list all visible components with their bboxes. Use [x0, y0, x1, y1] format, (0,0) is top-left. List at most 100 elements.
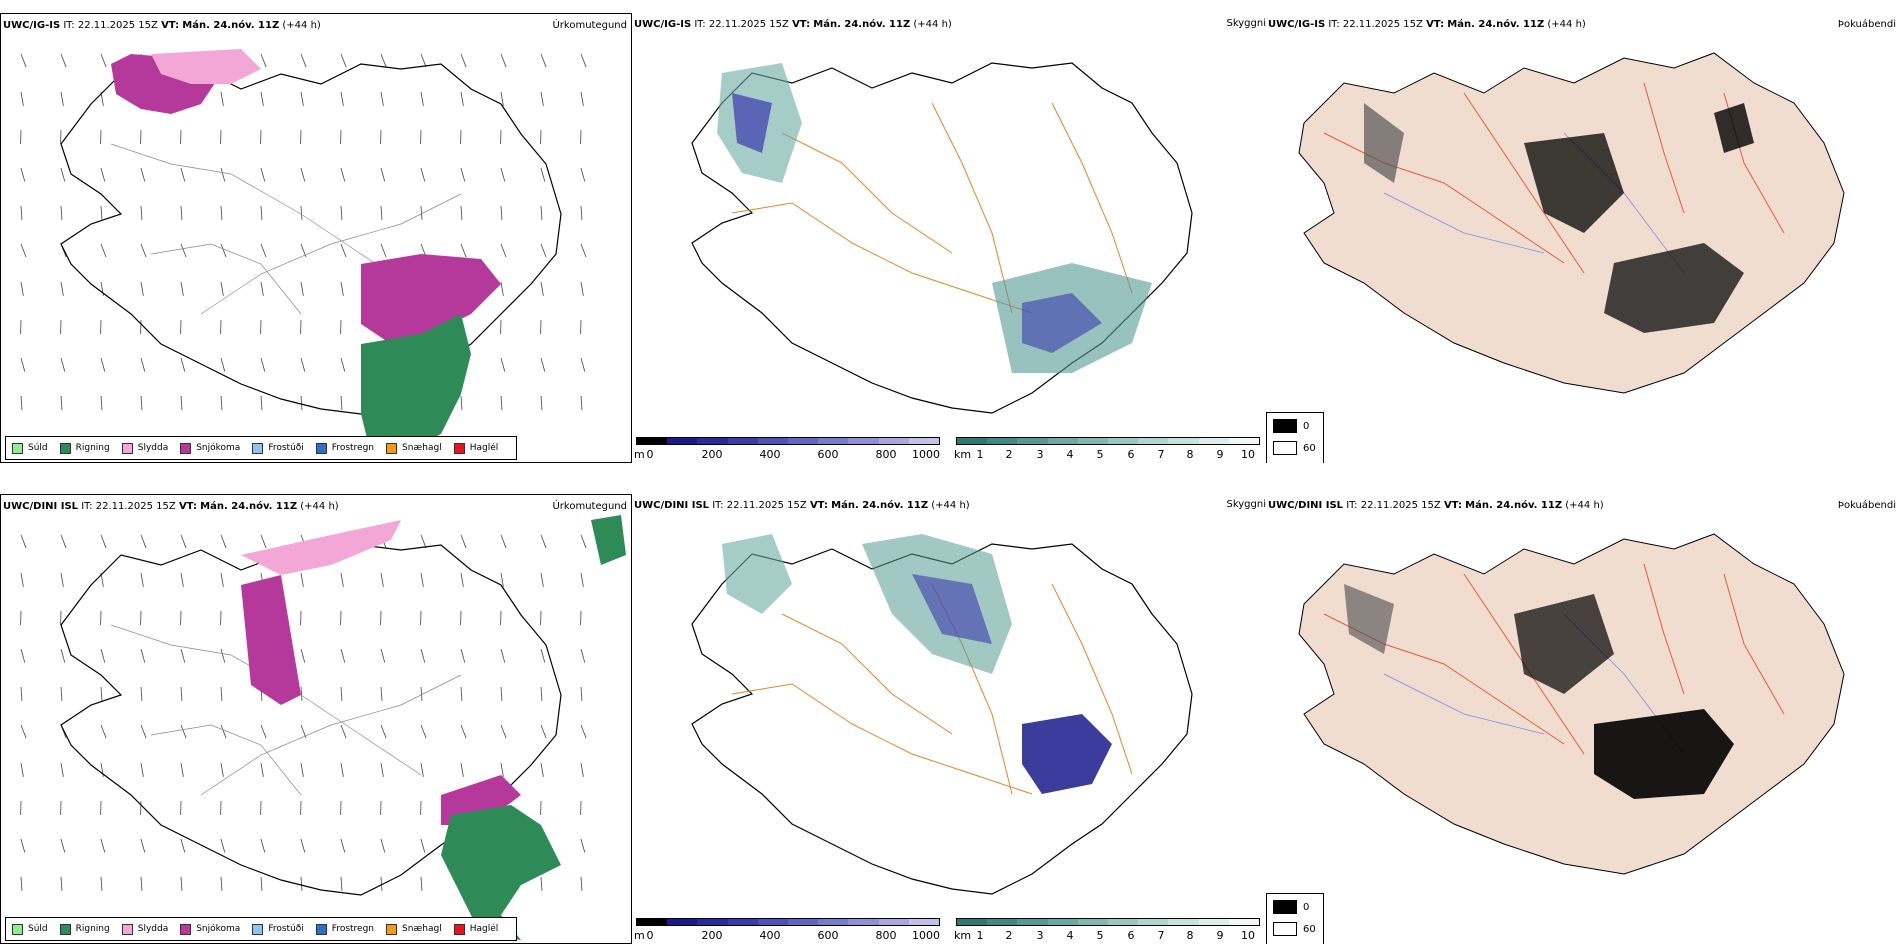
- vt-value: Mán. 24.nóv. 11Z: [1447, 19, 1545, 30]
- vt-label: VT:: [1426, 19, 1445, 30]
- colorbar-tick: 600: [817, 448, 839, 461]
- it-value: 22.11.2025 15Z: [726, 500, 807, 511]
- legend-item: Frostregn: [315, 923, 375, 935]
- colorbar-tick: 2: [1005, 929, 1013, 942]
- model-name: UWC/DINI ISL: [634, 500, 710, 511]
- legend-label: Rigning: [75, 443, 110, 453]
- lead-time: (+44 h): [1547, 19, 1586, 30]
- legend-item: Slydda: [121, 442, 168, 454]
- legend-swatch: [453, 923, 465, 935]
- legend-item: 60: [1273, 922, 1316, 936]
- legend-label: Frostúði: [268, 443, 304, 453]
- legend-item: Rigning: [59, 442, 110, 454]
- vt-label: VT:: [809, 500, 828, 511]
- legend-swatch: [386, 442, 398, 454]
- it-value: 22.11.2025 15Z: [1342, 19, 1423, 30]
- legend-item: Rigning: [59, 923, 110, 935]
- vt-value: Mán. 24.nóv. 11Z: [813, 19, 911, 30]
- colorbar-tick: 400: [759, 929, 781, 942]
- legend-swatch: [252, 442, 264, 454]
- it-value: 22.11.2025 15Z: [77, 20, 158, 31]
- fog-index-panel-top: UWC/IG-IS IT: 22.11.2025 15Z VT: Mán. 24…: [1264, 13, 1900, 463]
- legend-item: Haglél: [453, 923, 498, 935]
- colorbar-tick: 9: [1216, 448, 1224, 461]
- colorbar-tick: 400: [759, 448, 781, 461]
- it-value: 22.11.2025 15Z: [95, 501, 176, 512]
- model-name: UWC/DINI ISL: [3, 501, 79, 512]
- cloud-base-bar: [636, 918, 940, 926]
- legend-label: Snjókoma: [196, 443, 241, 453]
- colorbar-tick: 3: [1036, 448, 1044, 461]
- precip-type-panel-top: UWC/IG-IS IT: 22.11.2025 15Z VT: Mán. 24…: [0, 13, 632, 463]
- lead-time: (+44 h): [282, 20, 321, 31]
- precip-map: [20, 49, 587, 454]
- vt-label: VT:: [792, 19, 811, 30]
- legend-label: 0: [1303, 901, 1310, 913]
- panel-header: UWC/DINI ISL IT: 22.11.2025 15Z VT: Mán.…: [634, 500, 1268, 516]
- colorbar-tick: 200: [701, 929, 723, 942]
- lead-time: (+44 h): [1565, 500, 1604, 511]
- legend-item: Slydda: [121, 923, 168, 935]
- legend-swatch: [121, 923, 133, 935]
- vt-label: VT:: [178, 501, 197, 512]
- legend-swatch: [1273, 922, 1297, 936]
- vt-value: Mán. 24.nóv. 11Z: [831, 500, 929, 511]
- panel-title: Skyggni: [1226, 18, 1266, 29]
- colorbar-tick: 200: [701, 448, 723, 461]
- lead-time: (+44 h): [300, 501, 339, 512]
- colorbar-tick: 5: [1096, 448, 1104, 461]
- panel-header: UWC/DINI ISL IT: 22.11.2025 15Z VT: Mán.…: [1268, 500, 1896, 516]
- colorbar-tick: 7: [1157, 929, 1165, 942]
- legend-label: Frostúði: [268, 924, 304, 934]
- legend-item: 0: [1273, 419, 1309, 433]
- legend-swatch: [315, 442, 327, 454]
- colorbar-unit: m: [634, 448, 645, 461]
- legend-swatch: [252, 923, 264, 935]
- colorbar-unit: km: [954, 929, 972, 942]
- colorbar-tick: 8: [1186, 448, 1194, 461]
- it-label: IT:: [694, 19, 706, 30]
- it-label: IT:: [1328, 19, 1340, 30]
- legend-swatch: [12, 442, 23, 454]
- cloud-base-colorbar: m 0 200 400 600 800 1000: [634, 437, 940, 463]
- visibility-panel-top: UWC/IG-IS IT: 22.11.2025 15Z VT: Mán. 24…: [632, 13, 1268, 463]
- colorbar-tick: 7: [1157, 448, 1165, 461]
- legend-item: Frostregn: [315, 442, 374, 454]
- legend-item: 0: [1273, 900, 1309, 914]
- colorbar-tick: 9: [1216, 929, 1224, 942]
- vt-label: VT:: [161, 20, 180, 31]
- fog-index-legend: 0 60: [1266, 893, 1324, 944]
- colorbar-tick: 5: [1096, 929, 1104, 942]
- legend-swatch: [1273, 900, 1297, 914]
- legend-label: 60: [1303, 442, 1316, 454]
- panel-title: Skyggni: [1226, 499, 1266, 510]
- legend-swatch: [386, 923, 398, 935]
- model-name: UWC/IG-IS: [634, 19, 692, 30]
- it-label: IT:: [1346, 500, 1358, 511]
- lead-time: (+44 h): [931, 500, 970, 511]
- fog-index-panel-bottom: UWC/DINI ISL IT: 22.11.2025 15Z VT: Mán.…: [1264, 494, 1900, 944]
- legend-label: Rigning: [75, 924, 110, 934]
- visibility-colorbar: km 1 2 3 4 5 6 7 8 9 10: [954, 437, 1260, 463]
- precip-type-legend: Súld Rigning Slydda Snjókoma Frostúði Fr…: [5, 917, 518, 941]
- legend-swatch: [453, 442, 465, 454]
- visibility-colorbar: km 1 2 3 4 5 6 7 8 9 10: [954, 918, 1260, 944]
- vt-value: Mán. 24.nóv. 11Z: [1465, 500, 1563, 511]
- colorbar-tick: 600: [817, 929, 839, 942]
- legend-swatch: [12, 923, 23, 935]
- panel-header: UWC/DINI ISL IT: 22.11.2025 15Z VT: Mán.…: [3, 501, 627, 517]
- legend-item: Snjókoma: [180, 442, 241, 454]
- legend-swatch: [59, 923, 71, 935]
- panel-header: UWC/IG-IS IT: 22.11.2025 15Z VT: Mán. 24…: [634, 19, 1268, 35]
- legend-item: Snæhagl: [386, 923, 442, 935]
- legend-swatch: [1273, 441, 1297, 455]
- colorbar-tick: 800: [875, 929, 897, 942]
- fog-map: [1298, 52, 1845, 394]
- legend-item: 60: [1273, 441, 1316, 455]
- legend-label: 60: [1303, 923, 1316, 935]
- panel-title: Úrkomutegund: [552, 501, 627, 512]
- precip-type-legend: Súld Rigning Slydda Snjókoma Frostúði Fr…: [5, 436, 518, 460]
- colorbar-unit: km: [954, 448, 972, 461]
- legend-label: Frostregn: [331, 924, 375, 934]
- colorbar-tick: 3: [1036, 929, 1044, 942]
